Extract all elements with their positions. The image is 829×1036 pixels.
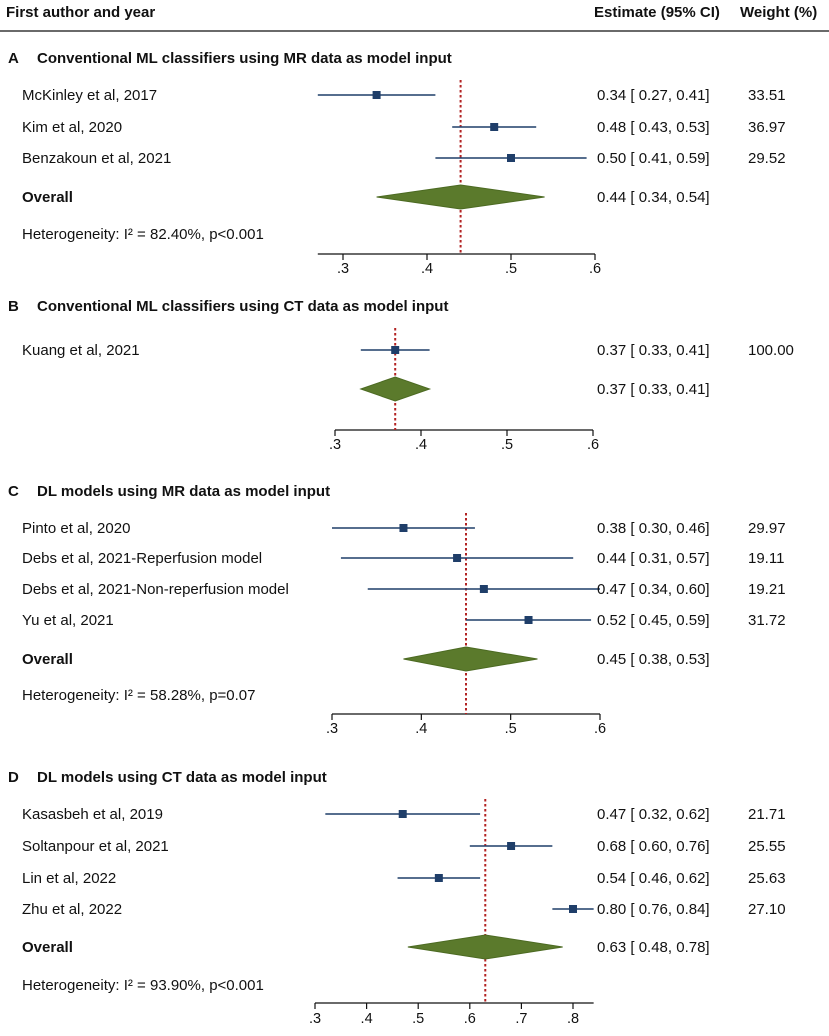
study-point-marker bbox=[399, 524, 408, 532]
x-tick-label: .5 bbox=[412, 1011, 424, 1027]
x-tick-label: .3 bbox=[329, 437, 341, 453]
x-tick-label: .3 bbox=[337, 261, 349, 277]
study-label: Debs et al, 2021-Non-reperfusion model bbox=[22, 581, 289, 598]
study-estimate-ci: 0.37 [ 0.33, 0.41] bbox=[597, 342, 710, 359]
panel-letter: C bbox=[8, 483, 19, 500]
x-tick-label: .6 bbox=[594, 721, 606, 737]
header-estimate-column: Estimate (95% CI) bbox=[594, 4, 720, 21]
study-estimate-ci: 0.47 [ 0.32, 0.62] bbox=[597, 806, 710, 823]
study-estimate-ci: 0.54 [ 0.46, 0.62] bbox=[597, 870, 710, 887]
study-weight: 100.00 bbox=[748, 342, 794, 359]
panel-d: D DL models using CT data as model input.… bbox=[8, 769, 786, 1027]
study-estimate-ci: 0.80 [ 0.76, 0.84] bbox=[597, 901, 710, 918]
panel-letter: B bbox=[8, 298, 19, 315]
study-label: Kasasbeh et al, 2019 bbox=[22, 806, 163, 823]
header-author-column: First author and year bbox=[6, 4, 155, 21]
study-weight: 31.72 bbox=[748, 612, 786, 629]
study-label: Lin et al, 2022 bbox=[22, 870, 116, 887]
overall-estimate-ci: 0.63 [ 0.48, 0.78] bbox=[597, 939, 710, 956]
study-estimate-ci: 0.68 [ 0.60, 0.76] bbox=[597, 838, 710, 855]
x-tick-label: .5 bbox=[505, 261, 517, 277]
study-point-marker bbox=[453, 554, 462, 562]
panel-letter: A bbox=[8, 50, 19, 67]
study-estimate-ci: 0.34 [ 0.27, 0.41] bbox=[597, 87, 710, 104]
study-weight: 19.11 bbox=[748, 550, 784, 567]
overall-estimate-ci: 0.45 [ 0.38, 0.53] bbox=[597, 651, 710, 668]
study-weight: 25.55 bbox=[748, 838, 786, 855]
x-tick-label: .8 bbox=[567, 1011, 579, 1027]
study-label: Kuang et al, 2021 bbox=[22, 342, 140, 359]
panel-b: B Conventional ML classifiers using CT da… bbox=[8, 298, 794, 453]
panel-title: DL models using CT data as model input bbox=[37, 769, 327, 786]
study-weight: 21.71 bbox=[748, 806, 786, 823]
study-label: Kim et al, 2020 bbox=[22, 119, 122, 136]
heterogeneity-text: Heterogeneity: I² = 82.40%, p<0.001 bbox=[22, 226, 264, 243]
study-point-marker bbox=[569, 905, 577, 913]
overall-diamond bbox=[403, 646, 538, 672]
study-estimate-ci: 0.44 [ 0.31, 0.57] bbox=[597, 550, 710, 567]
heterogeneity-text: Heterogeneity: I² = 58.28%, p=0.07 bbox=[22, 687, 256, 704]
study-point-marker bbox=[434, 874, 443, 882]
study-point-marker bbox=[391, 346, 400, 354]
panel-a: A Conventional ML classifiers using MR da… bbox=[8, 50, 786, 277]
overall-diamond bbox=[359, 376, 432, 402]
overall-label: Overall bbox=[22, 939, 73, 956]
x-tick-label: .5 bbox=[505, 721, 517, 737]
study-weight: 36.97 bbox=[748, 119, 786, 136]
study-estimate-ci: 0.48 [ 0.43, 0.53] bbox=[597, 119, 710, 136]
study-point-marker bbox=[507, 842, 516, 850]
study-weight: 29.52 bbox=[748, 150, 786, 167]
panel-letter: D bbox=[8, 769, 19, 786]
x-tick-label: .4 bbox=[421, 261, 433, 277]
panel-title: Conventional ML classifiers using MR dat… bbox=[37, 50, 452, 67]
overall-estimate-ci: 0.37 [ 0.33, 0.41] bbox=[597, 381, 710, 398]
study-estimate-ci: 0.38 [ 0.30, 0.46] bbox=[597, 520, 710, 537]
heterogeneity-text: Heterogeneity: I² = 93.90%, p<0.001 bbox=[22, 977, 264, 994]
study-point-marker bbox=[372, 91, 381, 99]
study-point-marker bbox=[479, 585, 488, 593]
header-weight-column: Weight (%) bbox=[740, 4, 817, 21]
study-weight: 25.63 bbox=[748, 870, 786, 887]
study-estimate-ci: 0.50 [ 0.41, 0.59] bbox=[597, 150, 710, 167]
study-label: Benzakoun et al, 2021 bbox=[22, 150, 171, 167]
study-estimate-ci: 0.47 [ 0.34, 0.60] bbox=[597, 581, 710, 598]
study-weight: 29.97 bbox=[748, 520, 786, 537]
x-tick-label: .3 bbox=[309, 1011, 321, 1027]
overall-diamond bbox=[376, 184, 545, 210]
study-label: Debs et al, 2021-Reperfusion model bbox=[22, 550, 262, 567]
study-point-marker bbox=[507, 154, 515, 162]
study-weight: 19.21 bbox=[748, 581, 786, 598]
x-tick-label: .4 bbox=[415, 721, 427, 737]
overall-diamond bbox=[407, 934, 563, 960]
x-tick-label: .6 bbox=[587, 437, 599, 453]
panel-title: DL models using MR data as model input bbox=[37, 483, 330, 500]
study-label: Zhu et al, 2022 bbox=[22, 901, 122, 918]
x-tick-label: .6 bbox=[464, 1011, 476, 1027]
overall-label: Overall bbox=[22, 651, 73, 668]
overall-estimate-ci: 0.44 [ 0.34, 0.54] bbox=[597, 189, 710, 206]
panel-title: Conventional ML classifiers using CT dat… bbox=[37, 298, 448, 315]
x-tick-label: .6 bbox=[589, 261, 601, 277]
study-point-marker bbox=[490, 123, 499, 131]
study-label: McKinley et al, 2017 bbox=[22, 87, 157, 104]
study-point-marker bbox=[398, 810, 407, 818]
panel-c: C DL models using MR data as model input.… bbox=[8, 483, 786, 737]
study-point-marker bbox=[524, 616, 533, 624]
x-tick-label: .4 bbox=[415, 437, 427, 453]
x-tick-label: .4 bbox=[361, 1011, 373, 1027]
study-label: Yu et al, 2021 bbox=[22, 612, 114, 629]
study-label: Soltanpour et al, 2021 bbox=[22, 838, 169, 855]
x-tick-label: .5 bbox=[501, 437, 513, 453]
study-weight: 33.51 bbox=[748, 87, 786, 104]
study-estimate-ci: 0.52 [ 0.45, 0.59] bbox=[597, 612, 710, 629]
study-label: Pinto et al, 2020 bbox=[22, 520, 130, 537]
x-tick-label: .7 bbox=[515, 1011, 527, 1027]
overall-label: Overall bbox=[22, 189, 73, 206]
x-tick-label: .3 bbox=[326, 721, 338, 737]
study-weight: 27.10 bbox=[748, 901, 786, 918]
